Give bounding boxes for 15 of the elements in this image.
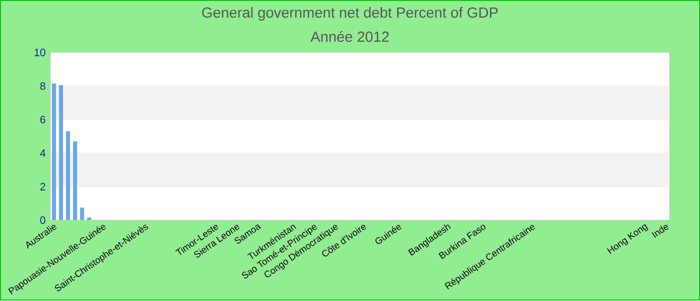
y-tick-label: 8 xyxy=(40,82,46,90)
y-tick-label: 6 xyxy=(40,116,46,124)
bar xyxy=(52,84,56,220)
bar xyxy=(73,142,78,220)
y-tick-label: 0 xyxy=(40,216,46,224)
y-tick-label: 4 xyxy=(40,150,46,157)
x-tick-label: Inde xyxy=(652,225,668,238)
bar xyxy=(58,85,63,220)
chart-subtitle: Année 2012 xyxy=(310,31,389,42)
chart-title: General government net debt Percent of GDP xyxy=(202,7,498,21)
bar xyxy=(80,208,84,220)
bar xyxy=(87,218,92,220)
bar xyxy=(66,131,70,220)
y-tick-label: 10 xyxy=(34,48,46,56)
y-tick-label: 2 xyxy=(40,183,46,191)
